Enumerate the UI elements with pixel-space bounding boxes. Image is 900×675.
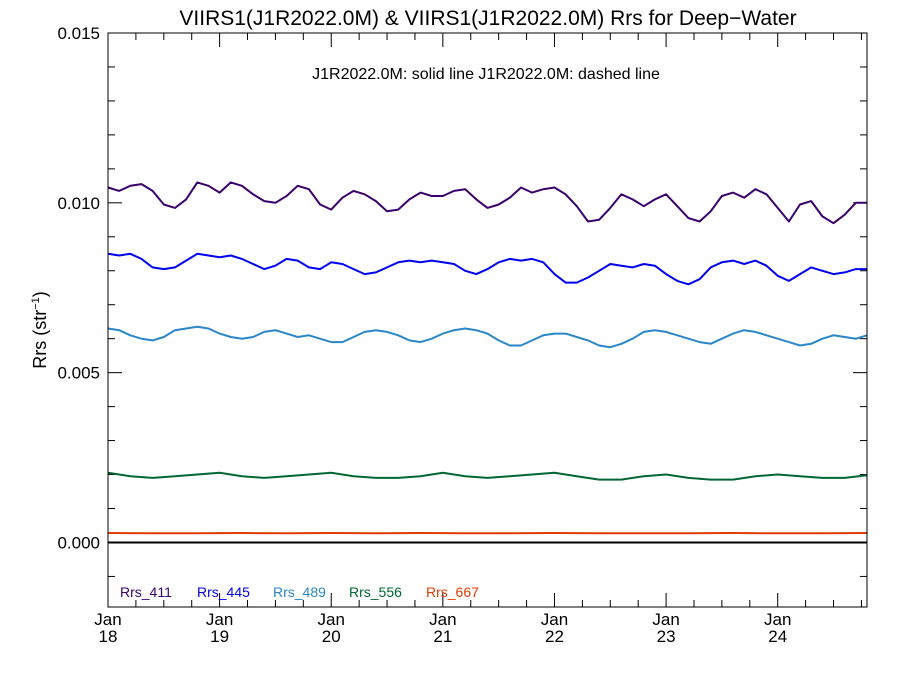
y-axis-label-close: ) — [30, 291, 50, 297]
x-tick-label-month: Jan — [206, 610, 233, 629]
y-tick-label: 0.010 — [57, 194, 100, 213]
y-tick-label: 0.015 — [57, 24, 100, 43]
plot-frame — [107, 32, 868, 608]
chart-title: VIIRS1(J1R2022.0M) & VIIRS1(J1R2022.0M) … — [179, 7, 796, 30]
y-axis-label: Rrs (str−1) — [30, 291, 50, 369]
y-tick-label: 0.005 — [57, 364, 100, 383]
series-lines — [107, 181, 868, 535]
x-tick-label-month: Jan — [429, 610, 456, 629]
legend-entry: Rrs_556 — [349, 584, 402, 600]
y-axis-label-text: Rrs (str — [30, 310, 50, 369]
x-tick-label-month: Jan — [764, 610, 791, 629]
x-tick-label-month: Jan — [541, 610, 568, 629]
x-tick-label-day: 19 — [210, 627, 229, 646]
series-line-rrs-411 — [107, 181, 867, 225]
y-axis-label-superscript: −1 — [30, 297, 42, 310]
legend-entry: Rrs_411 — [120, 584, 172, 600]
x-tick-label-month: Jan — [94, 610, 121, 629]
x-tick-label-month: Jan — [318, 610, 345, 629]
legend-entry: Rrs_489 — [273, 584, 326, 600]
y-axis: 0.000 0.005 0.010 0.015 — [57, 24, 867, 577]
series-line-rrs-445 — [107, 252, 867, 286]
x-tick-label-day: 22 — [545, 627, 564, 646]
x-tick-label-day: 21 — [433, 627, 452, 646]
legend: Rrs_411 Rrs_445 Rrs_489 Rrs_556 Rrs_667 — [120, 584, 479, 600]
chart-subtitle: J1R2022.0M: solid line J1R2022.0M: dashe… — [312, 66, 660, 83]
series-line-rrs-556 — [107, 471, 868, 481]
y-tick-label: 0.000 — [57, 533, 100, 552]
legend-entry: Rrs_445 — [197, 584, 250, 600]
legend-entry: Rrs_667 — [426, 584, 479, 600]
x-tick-label-day: 23 — [657, 627, 676, 646]
x-tick-label-day: 20 — [322, 627, 341, 646]
x-tick-label-month: Jan — [652, 610, 679, 629]
x-tick-label-day: 18 — [99, 627, 118, 646]
x-tick-label-day: 24 — [768, 627, 787, 646]
series-line-rrs-489 — [107, 325, 868, 349]
